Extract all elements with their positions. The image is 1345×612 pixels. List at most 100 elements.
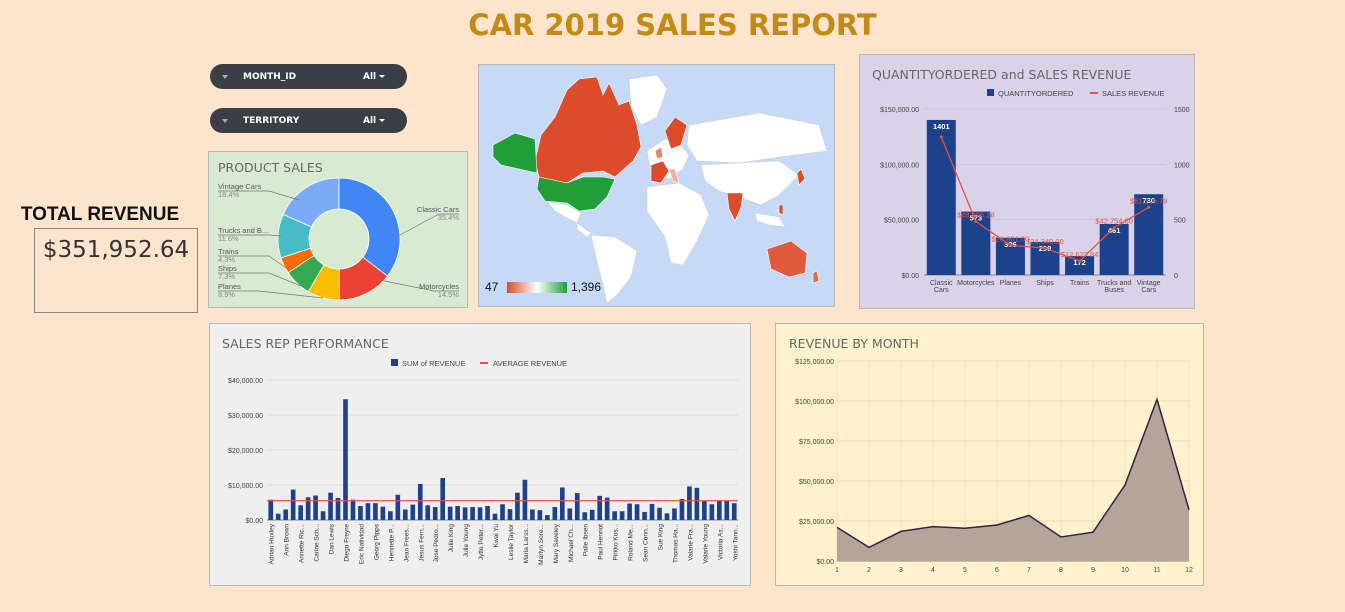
- rep-bar: [731, 503, 737, 520]
- pie-leader-line: [218, 272, 302, 287]
- pie-slice: [338, 177, 401, 277]
- product-sales-panel: PRODUCT SALES Classic Cars 35.4% Motorcycl…: [208, 151, 468, 308]
- legend-swatch-sum-revenue: [391, 359, 398, 366]
- revenue-point: [1112, 226, 1116, 230]
- y-tick-label: $100,000.00: [795, 399, 834, 406]
- map-region-india: [726, 192, 744, 222]
- rep-bar: [694, 487, 700, 520]
- y-tick-label: $25,000.00: [799, 519, 834, 526]
- x-tick-label: 7: [1027, 567, 1031, 574]
- revenue-data-label: $26,801.00: [992, 234, 1030, 243]
- rep-bar: [664, 513, 670, 520]
- map-region-uk: [654, 146, 664, 160]
- rep-bar: [537, 510, 543, 520]
- legend-quantity: QUANTITYORDERED: [998, 89, 1074, 98]
- x-tick-label: Georg Pipps: [373, 523, 380, 560]
- revenue-point: [1008, 243, 1012, 247]
- qty-bar: [926, 119, 956, 276]
- report-title: CAR 2019 SALES REPORT: [468, 8, 877, 42]
- rep-bar: [358, 506, 363, 520]
- x-tick-label: Adrian Huxley: [269, 523, 276, 564]
- x-tick-label: 2: [867, 567, 871, 574]
- x-tick-label: Paul Henriot: [598, 524, 605, 560]
- rep-bar: [567, 508, 573, 520]
- rep-bar: [410, 504, 416, 520]
- x-tick-label: Julie King: [448, 524, 455, 553]
- rep-bar: [559, 487, 565, 520]
- rep-bar: [672, 508, 677, 520]
- rep-bar: [507, 509, 513, 520]
- revenue-month-panel: REVENUE BY MONTH $0.00 $25,000.00 $50,000.…: [775, 323, 1204, 586]
- x-tick-label: Victoria As...: [717, 524, 724, 560]
- x-tick-label: Yoshi Tann...: [732, 524, 739, 561]
- legend-swatch-quantity: [987, 89, 994, 96]
- x-tick-label: Buses: [1104, 287, 1124, 294]
- y-tick-label: $150,000.00: [880, 107, 919, 114]
- rep-bar: [350, 499, 356, 520]
- chevron-down-icon: [379, 119, 386, 122]
- qty-bar: [1099, 223, 1129, 275]
- pie-label: Motorcycles: [419, 282, 459, 291]
- revenue-point: [939, 135, 943, 139]
- x-tick-label: 9: [1091, 567, 1095, 574]
- x-tick-label: Sue King: [658, 524, 665, 551]
- x-tick-label: Ann Brown: [284, 524, 291, 556]
- legend-average-revenue: AVERAGE REVENUE: [493, 359, 567, 368]
- pie-slice: [282, 177, 340, 228]
- rep-bar: [545, 515, 550, 520]
- filter-territory[interactable]: TERRITORY All: [210, 108, 407, 133]
- qty-bar-label: 730: [1142, 196, 1155, 205]
- map-region-central-america: [576, 222, 592, 238]
- rep-bar: [485, 506, 490, 520]
- rep-bar: [305, 497, 311, 520]
- rep-bar: [365, 503, 371, 520]
- x-tick-label: Cars: [1141, 287, 1156, 294]
- map-region-africa: [646, 182, 710, 266]
- x-tick-label: Dan Lewis: [329, 523, 336, 554]
- chevron-down-icon: [379, 75, 386, 78]
- y2-tick-label: 1000: [1174, 162, 1190, 169]
- rep-bar: [649, 503, 655, 520]
- x-tick-label: 6: [995, 567, 999, 574]
- x-tick-label: 11: [1153, 567, 1160, 574]
- panel-title: REVENUE BY MONTH: [789, 336, 919, 351]
- x-tick-label: Diego Freyre: [344, 524, 351, 562]
- map-region-scandinavia: [664, 116, 688, 150]
- rep-bar: [335, 497, 341, 520]
- x-tick-label: Valarie Fra...: [687, 524, 694, 561]
- filter-month-id[interactable]: MONTH_ID All: [210, 64, 407, 89]
- x-tick-label: Trains: [1070, 280, 1090, 287]
- rep-bar: [320, 511, 326, 520]
- map-region-new-zealand: [812, 270, 820, 284]
- x-tick-label: Roland Me...: [628, 524, 635, 561]
- qty-bar-label: 1401: [933, 122, 950, 131]
- map-region-philippines: [778, 204, 784, 216]
- revenue-data-label: $12,627.84: [1061, 250, 1099, 259]
- pie-leader-line: [218, 190, 300, 201]
- map-region-alaska: [492, 132, 538, 174]
- x-tick-label: 10: [1121, 567, 1129, 574]
- rep-bar: [522, 479, 528, 520]
- pie-label: Classic Cars: [417, 205, 459, 214]
- y-tick-label: $30,000.00: [228, 413, 263, 420]
- y-tick-label: $10,000.00: [228, 483, 263, 490]
- x-tick-label: Henriette P...: [388, 524, 395, 561]
- pie-label: Trucks and B...: [218, 226, 268, 235]
- revenue-line: [836, 397, 1190, 549]
- map-region-france-spain: [650, 160, 670, 184]
- total-revenue-value: $351,952.64: [42, 237, 190, 263]
- x-tick-label: Sean Conn...: [643, 524, 650, 562]
- revenue-point: [1043, 246, 1047, 250]
- rep-bar: [724, 500, 730, 520]
- revenue-data-label: $48,295.28: [957, 211, 995, 220]
- y-tick-label: $50,000.00: [799, 479, 834, 486]
- rep-bar: [657, 507, 662, 520]
- y2-tick-label: 1500: [1174, 107, 1190, 114]
- x-tick-label: Jytte Peter...: [478, 524, 485, 560]
- quantity-revenue-panel: QUANTITYORDERED and SALES REVENUE QUANTI…: [859, 54, 1195, 309]
- panel-title: SALES REP PERFORMANCE: [222, 336, 389, 351]
- x-tick-label: Jesus Fern...: [418, 524, 425, 562]
- rep-bar: [582, 512, 588, 520]
- x-tick-label: 1: [835, 567, 839, 574]
- revenue-data-label: $42,754.60: [1095, 217, 1133, 226]
